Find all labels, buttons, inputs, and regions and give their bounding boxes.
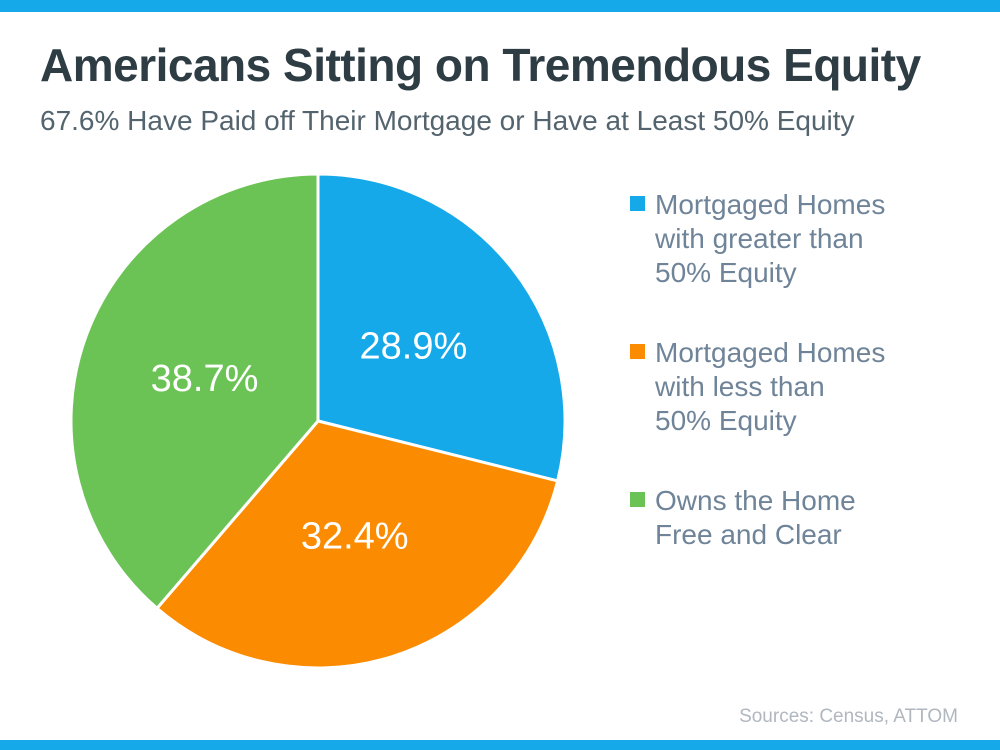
page-subtitle: 67.6% Have Paid off Their Mortgage or Ha…: [40, 105, 855, 136]
pie-slice-label-1: 32.4%: [301, 515, 409, 557]
legend-item-0: Mortgaged Homes with greater than 50% Eq…: [630, 188, 960, 290]
legend-swatch-icon: [630, 344, 645, 359]
pie-slice-0: [316, 172, 567, 483]
pie-slice-label-2: 38.7%: [151, 358, 259, 400]
pie-slice-label-0: 28.9%: [360, 326, 468, 368]
legend-swatch-icon: [630, 196, 645, 211]
source-note: Sources: Census, ATTOM: [739, 706, 958, 727]
pie-slice-1: [155, 419, 560, 670]
legend-item-2: Owns the Home Free and Clear: [630, 484, 960, 552]
pie-slice-2: [69, 172, 320, 610]
legend: Mortgaged Homes with greater than 50% Eq…: [630, 188, 960, 598]
legend-item-label: Owns the Home Free and Clear: [655, 485, 856, 550]
legend-item-label: Mortgaged Homes with greater than 50% Eq…: [655, 189, 886, 288]
legend-item-1: Mortgaged Homes with less than 50% Equit…: [630, 336, 960, 438]
pie-chart: 28.9% 32.4% 38.7%: [69, 172, 567, 670]
legend-swatch-icon: [630, 492, 645, 507]
page-title: Americans Sitting on Tremendous Equity: [40, 39, 921, 91]
legend-item-label: Mortgaged Homes with less than 50% Equit…: [655, 337, 886, 436]
top-accent-bar: [0, 0, 1000, 12]
bottom-accent-bar: [0, 740, 1000, 750]
